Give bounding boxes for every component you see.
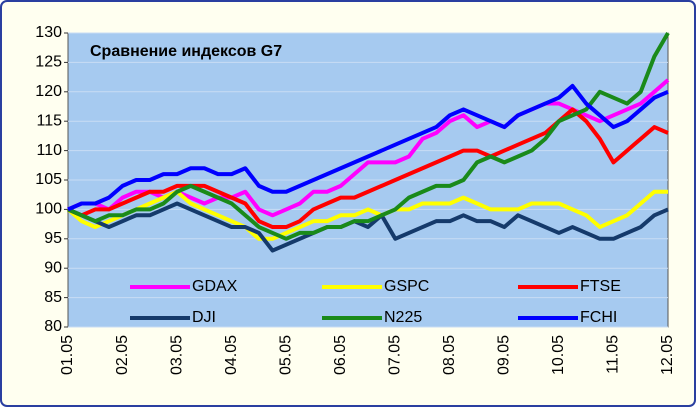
series-line xyxy=(66,189,668,241)
x-tick-label: 11.05 xyxy=(605,335,622,374)
y-tick-label: 95 xyxy=(44,230,62,247)
y-tick-label: 80 xyxy=(44,318,62,335)
series-line xyxy=(67,83,669,212)
x-tick-label: 12.05 xyxy=(659,335,676,375)
series-line xyxy=(67,201,669,253)
y-tick-label: 125 xyxy=(35,54,62,71)
x-tick-label: 04.05 xyxy=(223,335,240,375)
y-tick-label: 100 xyxy=(35,201,62,218)
x-tick-label: 09.05 xyxy=(496,335,513,375)
legend-label: GDAX xyxy=(192,278,238,295)
legend-label: N225 xyxy=(384,309,422,326)
series-line xyxy=(67,107,669,230)
y-tick-label: 120 xyxy=(35,83,62,100)
x-tick-label: 02.05 xyxy=(114,335,131,375)
series-line xyxy=(67,31,670,241)
y-tick-label: 90 xyxy=(44,259,62,276)
x-tick-label: 07.05 xyxy=(386,335,403,375)
y-tick-label: 110 xyxy=(36,142,62,159)
chart-title: Сравнение индексов G7 xyxy=(90,43,282,60)
y-tick-label: 130 xyxy=(35,24,62,41)
y-tick-label: 85 xyxy=(44,289,62,306)
y-tick-label: 115 xyxy=(36,112,62,129)
legend-label: FCHI xyxy=(580,309,617,326)
y-tick-label: 105 xyxy=(35,171,62,188)
legend-label: GSPC xyxy=(384,278,429,295)
legend-label: FTSE xyxy=(580,278,621,295)
x-tick-label: 05.05 xyxy=(277,335,294,375)
legend-label: DJI xyxy=(192,309,216,326)
x-tick-label: 06.05 xyxy=(332,335,349,375)
x-tick-label: 10.05 xyxy=(550,335,567,375)
x-tick-label: 03.05 xyxy=(168,335,185,375)
x-tick-label: 01.05 xyxy=(59,335,76,375)
x-tick-label: 08.05 xyxy=(441,335,458,375)
